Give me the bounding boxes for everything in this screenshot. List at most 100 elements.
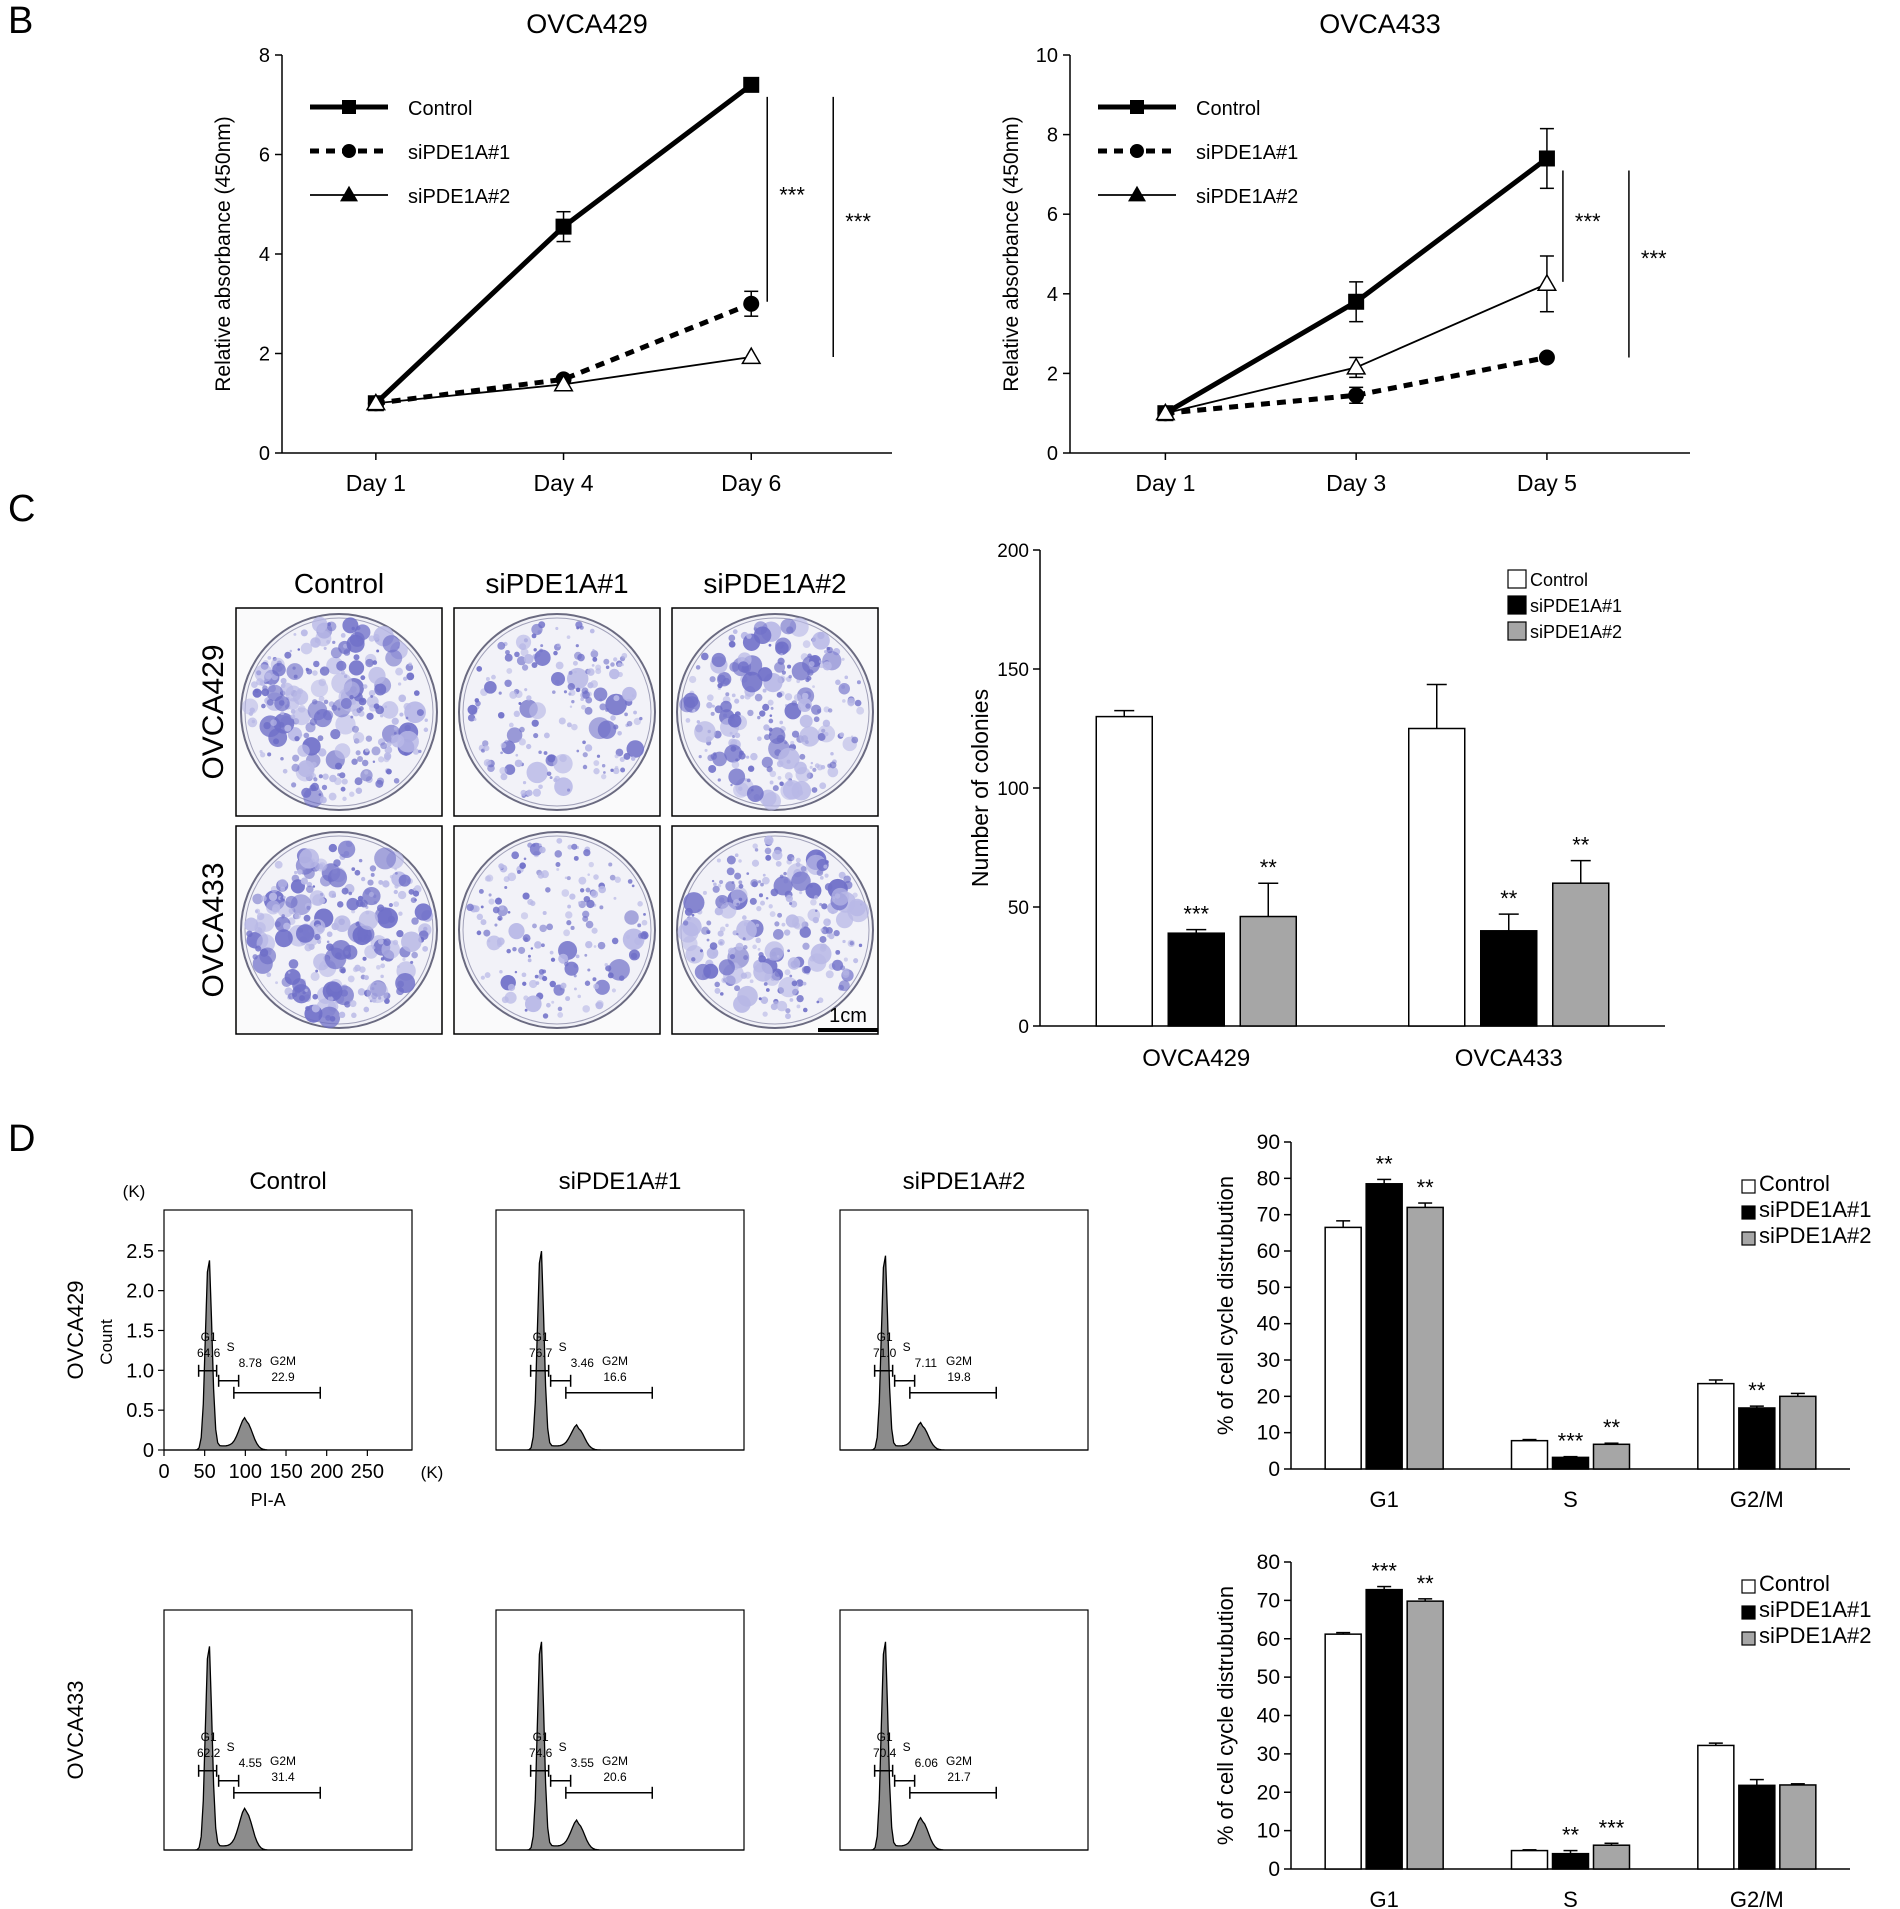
colony	[311, 761, 317, 768]
colony	[480, 919, 487, 926]
y-tick-label: 6	[1047, 204, 1058, 226]
colony	[770, 706, 774, 710]
colony	[738, 752, 746, 760]
colony	[762, 873, 766, 877]
colony	[622, 928, 645, 951]
significance-label: **	[1260, 855, 1278, 880]
colony	[303, 732, 310, 739]
colony	[351, 626, 355, 631]
colony	[716, 858, 721, 863]
colony	[340, 670, 345, 675]
colony	[270, 885, 278, 893]
colony	[391, 734, 405, 748]
significance-label: ***	[1641, 246, 1667, 271]
colony	[290, 709, 296, 714]
colony	[366, 981, 389, 1004]
colony	[711, 704, 715, 708]
gate-label-g2m: G2M	[270, 1354, 296, 1368]
colony	[507, 983, 516, 992]
colony	[282, 895, 286, 899]
colony	[569, 689, 576, 696]
colony	[682, 935, 698, 952]
series-line-siPDE1A#1	[375, 301, 753, 406]
flow-y-tick-label: 1.0	[126, 1360, 154, 1382]
colony	[587, 873, 590, 876]
colony	[522, 934, 531, 943]
legend-swatch	[1741, 1179, 1756, 1194]
colony	[788, 674, 792, 679]
colony	[826, 646, 833, 654]
colony	[740, 656, 745, 662]
colony	[414, 898, 417, 902]
colony	[558, 717, 566, 725]
colony	[755, 937, 762, 944]
colony	[811, 631, 830, 650]
colony	[791, 857, 795, 861]
colony	[384, 754, 391, 761]
colony	[393, 778, 400, 784]
colony	[533, 648, 537, 652]
y-tick-label: 70	[1257, 1204, 1280, 1227]
colony	[319, 796, 327, 804]
colony	[711, 652, 726, 668]
colony	[488, 898, 495, 905]
colony	[538, 969, 545, 975]
colony	[701, 652, 709, 661]
colony	[823, 926, 827, 930]
chart-cellcycle-ovca429: 0 10 20 30 40 50 60 70 80 90 % of cell cycle distr…	[1213, 1131, 1872, 1512]
colony-column-label: siPDE1A#2	[703, 568, 846, 599]
colony	[292, 707, 311, 726]
legend-label: siPDE1A#2	[408, 186, 510, 208]
colony	[397, 730, 419, 753]
colony	[340, 989, 348, 997]
colony	[717, 884, 722, 888]
colony	[565, 911, 573, 919]
colony	[768, 904, 773, 909]
colony	[787, 957, 801, 970]
colony	[823, 864, 828, 869]
colony	[750, 752, 758, 761]
colony	[275, 981, 278, 985]
colony	[839, 732, 845, 738]
colony	[571, 843, 578, 850]
colony	[482, 740, 489, 747]
significance-label: ***	[1599, 1815, 1625, 1840]
y-tick-label: 60	[1257, 1240, 1280, 1263]
colony	[829, 761, 837, 769]
colony	[306, 905, 311, 910]
colony	[835, 911, 854, 929]
marker-circle	[1538, 349, 1555, 366]
colony	[580, 888, 585, 893]
colony	[831, 910, 835, 915]
colony	[353, 654, 360, 661]
colony	[299, 995, 305, 1002]
colony	[591, 927, 598, 934]
colony	[367, 879, 374, 886]
colony	[809, 955, 816, 962]
colony	[287, 971, 291, 974]
colony	[590, 680, 598, 688]
colony	[853, 958, 859, 964]
colony	[305, 1006, 311, 1011]
colony	[757, 736, 762, 742]
colony	[523, 857, 527, 861]
y-tick-label: 0	[1268, 1858, 1280, 1881]
flow-x-tick-label: 0	[158, 1461, 169, 1483]
colony	[640, 932, 648, 940]
colony	[752, 843, 758, 849]
colony	[784, 741, 788, 745]
colony	[277, 878, 288, 889]
colony	[288, 959, 299, 969]
colony	[524, 995, 542, 1013]
colony	[633, 717, 642, 726]
colony	[585, 887, 591, 893]
colony	[315, 969, 319, 973]
colony	[513, 710, 521, 718]
colony	[727, 947, 736, 956]
gate-label-s: S	[559, 1740, 567, 1754]
colony	[522, 781, 527, 785]
colony	[302, 991, 306, 995]
colony	[584, 706, 593, 715]
colony	[610, 768, 614, 773]
colony	[300, 629, 308, 637]
